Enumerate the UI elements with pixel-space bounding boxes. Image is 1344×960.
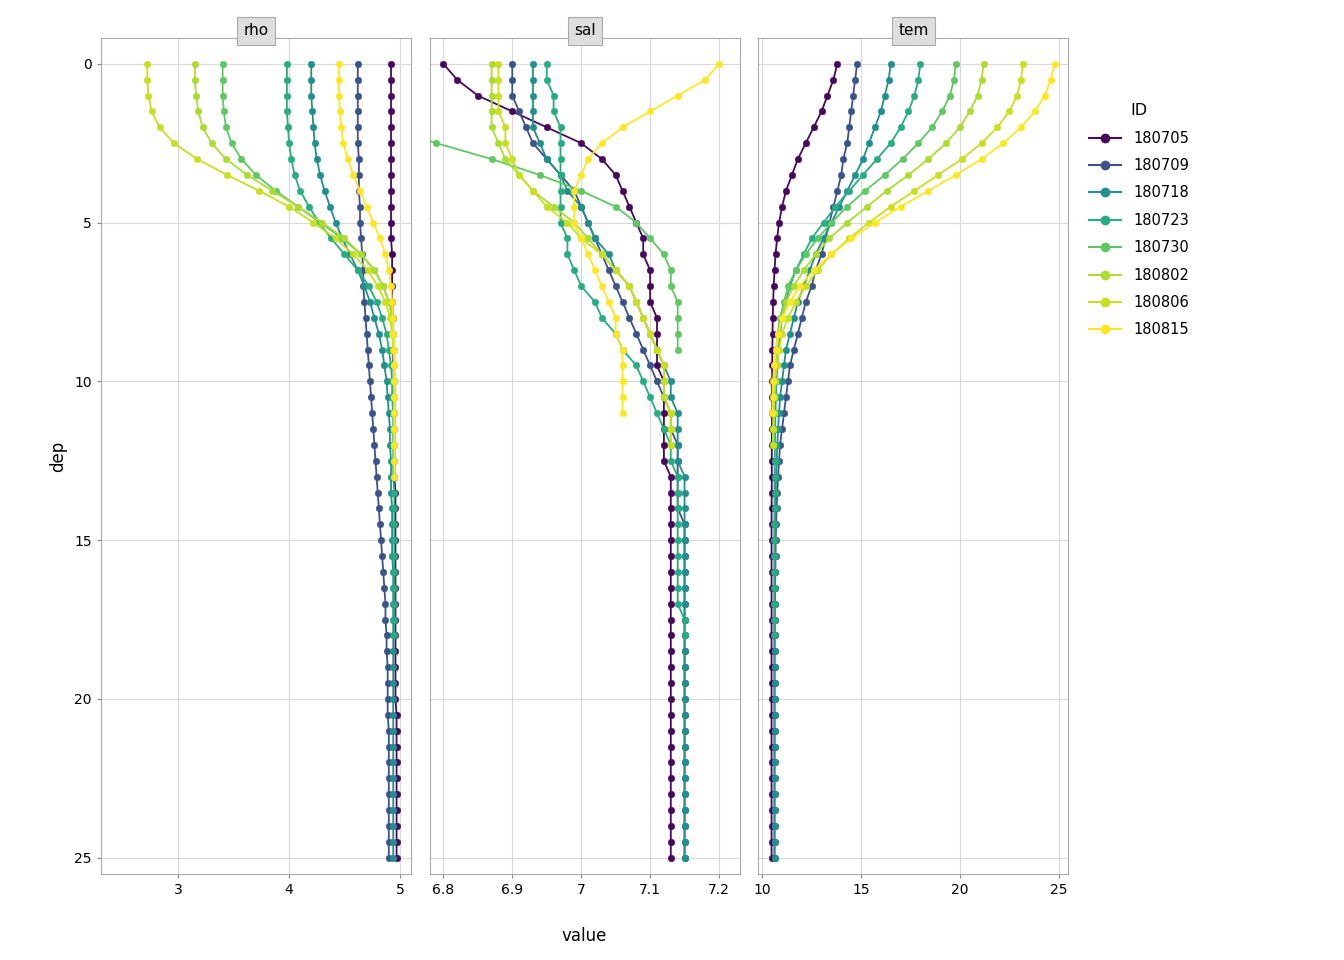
Y-axis label: dep: dep [50, 441, 67, 471]
Legend: 180705, 180709, 180718, 180723, 180730, 180802, 180806, 180815: 180705, 180709, 180718, 180723, 180730, … [1089, 104, 1189, 338]
Text: sal: sal [574, 23, 595, 38]
Text: tem: tem [898, 23, 929, 38]
Text: value: value [562, 927, 607, 945]
Text: rho: rho [243, 23, 269, 38]
